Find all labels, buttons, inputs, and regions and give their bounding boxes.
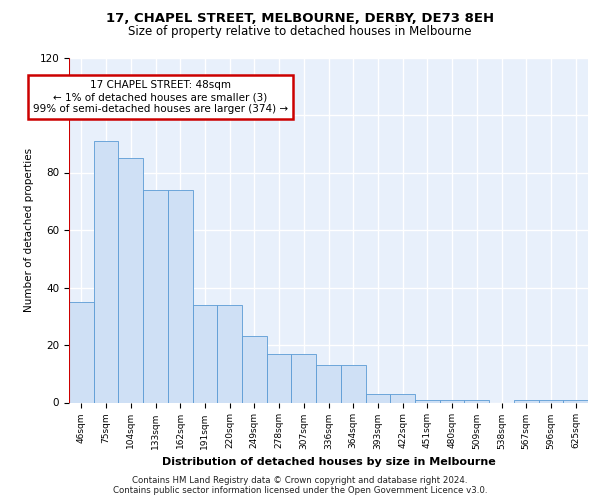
Bar xyxy=(316,365,341,403)
X-axis label: Distribution of detached houses by size in Melbourne: Distribution of detached houses by size … xyxy=(161,457,496,467)
Bar xyxy=(242,336,267,402)
Bar xyxy=(94,141,118,403)
Bar xyxy=(341,365,365,403)
Bar xyxy=(464,400,489,402)
Bar xyxy=(69,302,94,402)
Bar xyxy=(267,354,292,403)
Bar xyxy=(118,158,143,402)
Text: 17 CHAPEL STREET: 48sqm
← 1% of detached houses are smaller (3)
99% of semi-deta: 17 CHAPEL STREET: 48sqm ← 1% of detached… xyxy=(33,80,288,114)
Text: Contains HM Land Registry data © Crown copyright and database right 2024.
Contai: Contains HM Land Registry data © Crown c… xyxy=(113,476,487,495)
Bar xyxy=(217,304,242,402)
Bar xyxy=(539,400,563,402)
Bar xyxy=(193,304,217,402)
Bar xyxy=(143,190,168,402)
Bar xyxy=(563,400,588,402)
Bar xyxy=(292,354,316,403)
Bar xyxy=(365,394,390,402)
Bar xyxy=(390,394,415,402)
Bar xyxy=(168,190,193,402)
Y-axis label: Number of detached properties: Number of detached properties xyxy=(24,148,34,312)
Bar xyxy=(514,400,539,402)
Bar xyxy=(415,400,440,402)
Bar xyxy=(440,400,464,402)
Text: Size of property relative to detached houses in Melbourne: Size of property relative to detached ho… xyxy=(128,25,472,38)
Text: 17, CHAPEL STREET, MELBOURNE, DERBY, DE73 8EH: 17, CHAPEL STREET, MELBOURNE, DERBY, DE7… xyxy=(106,12,494,26)
